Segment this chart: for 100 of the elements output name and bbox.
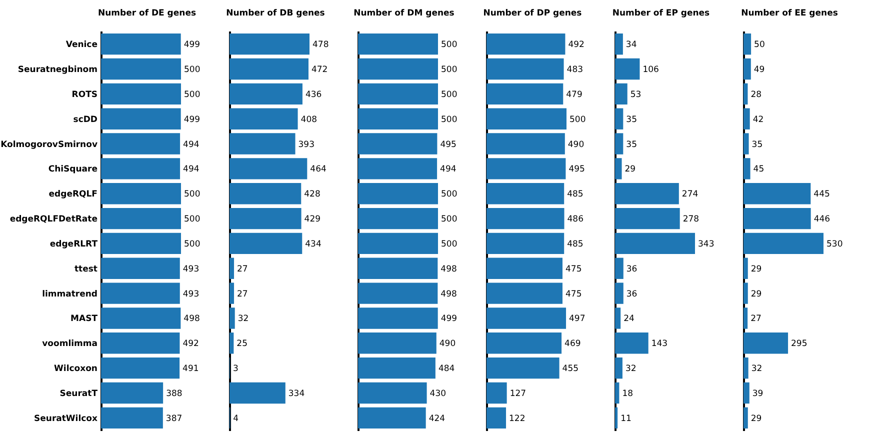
data-label: 35 — [752, 140, 763, 150]
bar — [230, 158, 308, 180]
bar — [486, 108, 566, 130]
bar — [486, 258, 562, 279]
data-label: 500 — [184, 214, 200, 225]
y-tick-label: KolmogorovSmirnov — [0, 140, 98, 150]
y-tick-label: SeuratWilcox — [34, 414, 98, 424]
data-label: 32 — [238, 314, 249, 324]
data-label: 499 — [440, 314, 458, 324]
bar — [230, 282, 234, 304]
bar — [358, 83, 438, 105]
chart-title: Number of EP genes — [612, 8, 710, 18]
data-label: 497 — [569, 314, 586, 324]
data-label: 498 — [440, 264, 457, 274]
data-label: 500 — [441, 90, 458, 100]
bar — [101, 108, 181, 130]
data-label: 27 — [750, 314, 762, 324]
data-label: 475 — [566, 289, 582, 300]
data-label: 343 — [698, 239, 714, 250]
data-label: 485 — [567, 239, 584, 250]
chart-title: Number of DB genes — [226, 8, 325, 18]
data-label: 530 — [826, 239, 843, 250]
bar — [744, 33, 752, 55]
bar — [101, 332, 180, 354]
y-tick-label: edgeRLRT — [50, 239, 98, 250]
chart-title: Number of EE genes — [741, 8, 838, 18]
data-label: 464 — [310, 164, 326, 175]
bar — [486, 133, 565, 154]
y-tick-label: scDD — [73, 114, 98, 125]
bar — [486, 183, 564, 204]
data-label: 494 — [183, 164, 200, 175]
data-label: 50 — [754, 40, 765, 50]
data-label: 486 — [567, 214, 584, 225]
data-label: 34 — [626, 40, 637, 50]
bar — [615, 108, 624, 130]
data-label: 445 — [814, 190, 830, 200]
data-label: 479 — [566, 90, 582, 100]
bar — [615, 208, 680, 230]
data-label: 492 — [568, 40, 584, 50]
data-label: 472 — [311, 65, 328, 76]
data-label: 485 — [567, 190, 584, 200]
bar — [744, 407, 748, 429]
bar — [230, 108, 298, 130]
data-label: 493 — [182, 289, 200, 300]
data-label: 295 — [791, 339, 808, 350]
chart-title: Number of DP genes — [483, 8, 582, 18]
y-tick-label: ChiSquare — [48, 164, 98, 175]
data-label: 499 — [184, 40, 200, 50]
chart-title: Number of DE genes — [98, 8, 196, 18]
bar — [615, 308, 621, 329]
bar — [358, 407, 426, 429]
bar — [744, 208, 811, 230]
bar — [230, 133, 296, 154]
data-label: 32 — [625, 364, 636, 374]
data-label: 500 — [570, 114, 586, 125]
data-label: 334 — [288, 388, 305, 399]
data-label: 495 — [440, 140, 456, 150]
bar — [101, 308, 181, 329]
data-label: 428 — [304, 190, 320, 200]
data-label: 490 — [439, 339, 456, 350]
bar — [744, 282, 748, 304]
bar — [230, 332, 234, 354]
data-label: 143 — [651, 339, 668, 350]
data-label: 35 — [626, 140, 637, 150]
data-label: 500 — [441, 65, 458, 76]
data-label: 490 — [568, 140, 584, 150]
data-label: 35 — [626, 114, 637, 125]
bar — [615, 83, 628, 105]
bar — [486, 382, 507, 404]
data-label: 388 — [166, 388, 182, 399]
data-label: 42 — [752, 114, 764, 125]
bar — [101, 382, 164, 404]
data-label: 29 — [624, 164, 636, 175]
bar — [230, 83, 302, 105]
bar — [744, 183, 811, 204]
bar — [358, 308, 438, 329]
bar — [744, 258, 748, 279]
data-label: 491 — [182, 364, 199, 374]
bar — [101, 208, 181, 230]
bar — [486, 33, 566, 55]
bar — [101, 232, 181, 254]
data-label: 36 — [626, 289, 638, 300]
data-label: 127 — [510, 388, 526, 399]
data-label: 29 — [750, 264, 762, 274]
bar — [615, 33, 623, 55]
bar — [101, 407, 163, 429]
bar — [358, 58, 438, 80]
data-label: 499 — [184, 114, 200, 125]
data-label: 29 — [750, 289, 762, 300]
bar — [486, 232, 564, 254]
data-label: 393 — [298, 140, 315, 150]
bar — [230, 382, 286, 404]
bar — [744, 158, 750, 180]
bar — [615, 357, 622, 379]
data-label: 424 — [428, 414, 446, 424]
bar — [358, 158, 438, 180]
bar — [744, 58, 751, 80]
bar — [615, 332, 648, 354]
data-label: 494 — [440, 164, 456, 175]
bar — [744, 83, 748, 105]
